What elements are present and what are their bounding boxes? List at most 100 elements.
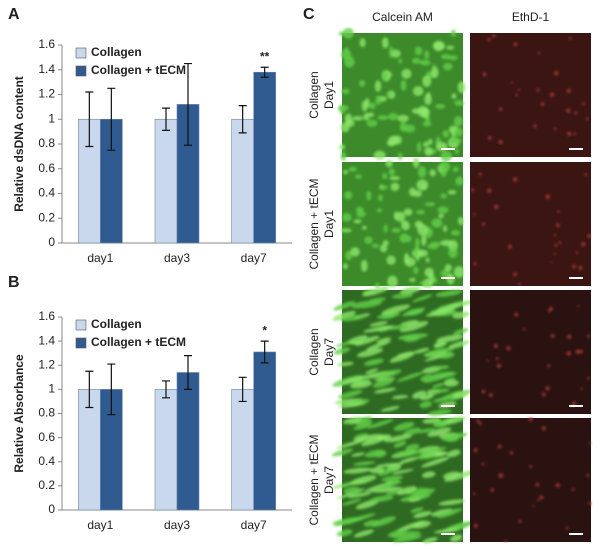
cell [589, 441, 592, 445]
cell [581, 241, 586, 247]
cell [406, 235, 412, 243]
cell [539, 495, 544, 500]
cell [366, 190, 372, 201]
cell [358, 79, 366, 87]
cell [514, 312, 519, 317]
cell [336, 439, 366, 449]
cell [372, 378, 394, 388]
error-bar [107, 87, 116, 151]
cell [537, 499, 540, 502]
cell [388, 135, 399, 146]
cell [430, 388, 450, 394]
error-bar [238, 376, 247, 403]
cell [420, 281, 426, 286]
cell [364, 482, 393, 492]
cell [513, 272, 517, 277]
cell [448, 55, 458, 61]
cell [380, 406, 400, 412]
cell [386, 255, 396, 265]
cell [573, 132, 577, 136]
cell [513, 42, 518, 47]
cell [340, 375, 369, 384]
cell [368, 102, 376, 110]
legend-label: Collagen [91, 317, 142, 331]
cell [545, 386, 550, 391]
cell [387, 528, 407, 538]
column-label: Calcein AM [372, 10, 433, 24]
cell [369, 467, 385, 474]
cell [422, 537, 438, 544]
cell [453, 328, 469, 335]
cell [431, 371, 457, 379]
cell [368, 297, 387, 303]
cell [362, 225, 367, 230]
cell [373, 150, 386, 160]
y-axis-label: Relative dsDNA content [12, 76, 26, 212]
cell [455, 176, 464, 186]
legend-label: Collagen + tECM [91, 335, 186, 349]
cell [440, 151, 453, 162]
cell [574, 111, 578, 115]
y-tick-label: 0 [48, 502, 55, 516]
cell [435, 289, 463, 297]
cell [450, 534, 463, 542]
row-label: Collagen + tECMDay1 [307, 178, 336, 269]
cell [537, 51, 541, 55]
cell [565, 526, 569, 530]
cell [376, 369, 402, 379]
cell [397, 114, 409, 123]
cell [417, 224, 429, 236]
cell [584, 172, 588, 176]
y-tick-label: 1 [48, 382, 55, 396]
y-tick-label: 1.6 [38, 37, 55, 51]
cell [567, 131, 572, 136]
cell [493, 204, 499, 210]
cell [353, 461, 376, 466]
cell [429, 169, 436, 177]
cell [555, 223, 560, 228]
cell [472, 212, 476, 216]
cell [379, 244, 388, 253]
cell [396, 486, 417, 495]
y-tick-label: 0.6 [38, 161, 55, 175]
cell [454, 100, 464, 107]
cell [341, 88, 350, 94]
cell [439, 161, 451, 173]
row-label-line: Collagen [307, 328, 321, 375]
cell [510, 81, 514, 84]
cell [381, 37, 389, 49]
cell [399, 233, 410, 243]
cell [433, 528, 460, 534]
cell [350, 300, 383, 309]
legend-swatch [75, 47, 87, 59]
cell [437, 206, 449, 214]
cell [356, 348, 384, 358]
cell [374, 80, 382, 92]
cell [412, 390, 427, 399]
y-tick-label: 0.8 [38, 406, 55, 420]
cell [431, 66, 439, 79]
cell [391, 227, 401, 233]
cell [515, 93, 518, 97]
cell [439, 352, 455, 359]
cell [412, 157, 420, 168]
micrograph-texture [470, 172, 592, 286]
cell [359, 38, 366, 48]
cell [353, 529, 375, 538]
x-tick-label: day7 [241, 518, 267, 532]
cell [453, 116, 463, 127]
cell [507, 244, 513, 249]
cell [378, 194, 383, 202]
cell [473, 448, 478, 453]
cell [558, 241, 562, 244]
row-label-line: Collagen + tECM [307, 434, 321, 525]
cell [389, 176, 401, 181]
cell [491, 34, 496, 38]
cell [427, 427, 452, 437]
cell [353, 423, 372, 430]
cell [381, 475, 404, 482]
row-label-line: Day7 [322, 466, 336, 494]
cell [347, 492, 373, 498]
cell [571, 488, 575, 491]
cell [402, 427, 421, 436]
